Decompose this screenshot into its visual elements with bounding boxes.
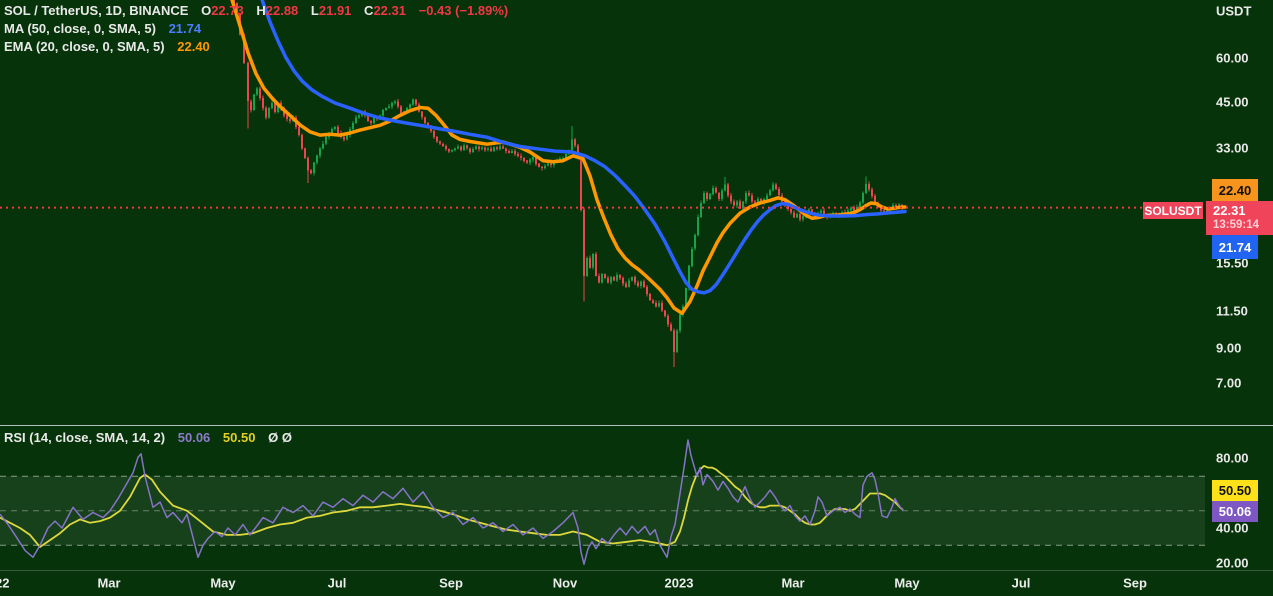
rsi-sma-value: 50.50 <box>222 430 256 445</box>
last-price-value: 22.31 <box>1213 203 1246 218</box>
price-tick-9.00: 9.00 <box>1216 340 1242 356</box>
price-tick-60.00: 60.00 <box>1216 50 1249 66</box>
rsi-legend-row[interactable]: RSI (14, close, SMA, 14, 2) 50.06 50.50 … <box>4 430 292 445</box>
rsi-sma-badge: 50.50 <box>1212 480 1258 501</box>
rsi-sma-line <box>0 465 904 548</box>
ohlc-open-label: O <box>201 3 212 18</box>
rsi-value: 50.06 <box>177 430 211 445</box>
ma-value: 21.74 <box>168 21 202 36</box>
ohlc-high-label: H <box>256 3 266 18</box>
ema-value: 22.40 <box>177 39 210 54</box>
time-axis[interactable]: 2022 Mar May Jul Sep Nov 2023 Mar May Jul Sep <box>0 570 1273 596</box>
price-tick-15.50: 15.50 <box>1216 255 1249 271</box>
ema-legend-row[interactable]: EMA (20, close, 0, SMA, 5) 22.40 <box>4 38 508 56</box>
symbol-price-label: SOLUSDT <box>1143 202 1203 219</box>
ema-label: EMA (20, close, 0, SMA, 5) <box>4 39 165 54</box>
ma-label: MA (50, close, 0, SMA, 5) <box>4 21 156 36</box>
rsi-extra-values: Ø Ø <box>268 430 292 445</box>
time-label-2022: 2022 <box>0 575 10 591</box>
time-label-Mar: Mar <box>97 575 121 591</box>
time-label-Nov: Nov <box>552 575 578 591</box>
price-tick-33.00: 33.00 <box>1216 140 1249 156</box>
price-tick-45.00: 45.00 <box>1216 94 1249 110</box>
candles-up <box>253 87 900 353</box>
time-label-Mar: Mar <box>781 575 805 591</box>
price-tick-USDT: USDT <box>1216 3 1252 19</box>
ohlc-low-value: 21.91 <box>318 3 352 18</box>
rsi-line <box>0 439 904 565</box>
ohlc-close-label: C <box>364 3 374 18</box>
price-tick-11.50: 11.50 <box>1216 303 1248 319</box>
time-label-Jul: Jul <box>327 575 347 591</box>
symbol-legend-row[interactable]: SOL / TetherUS, 1D, BINANCE O22.73 H22.8… <box>4 2 508 20</box>
time-label-May: May <box>894 575 920 591</box>
time-label-2023: 2023 <box>664 575 694 591</box>
rsi-badge: 50.06 <box>1212 501 1258 522</box>
ohlc-close-value: 22.31 <box>373 3 406 18</box>
ma50-line <box>260 0 907 295</box>
price-axis[interactable]: USDT 60.00 45.00 33.00 15.50 11.50 9.00 7.00 80.… <box>1205 0 1273 571</box>
time-label-Jul: Jul <box>1011 575 1031 591</box>
symbol-title: SOL / TetherUS, 1D, BINANCE <box>4 3 189 18</box>
main-legend: SOL / TetherUS, 1D, BINANCE O22.73 H22.8… <box>4 2 508 56</box>
change-value: −0.43 (−1.89%) <box>418 3 509 18</box>
rsi-label: RSI (14, close, SMA, 14, 2) <box>4 430 166 445</box>
ma-legend-row[interactable]: MA (50, close, 0, SMA, 5) 21.74 <box>4 20 508 38</box>
ohlc-high-value: 22.88 <box>265 3 299 18</box>
price-tick-80.00: 80.00 <box>1216 450 1249 466</box>
price-tick-40.00: 40.00 <box>1216 520 1249 536</box>
ohlc-open-value: 22.73 <box>211 3 244 18</box>
bar-countdown: 13:59:14 <box>1213 219 1260 231</box>
price-tick-7.00: 7.00 <box>1216 375 1242 391</box>
time-label-Sep: Sep <box>1123 575 1147 591</box>
time-label-Sep: Sep <box>439 575 463 591</box>
price-tick-20.00: 20.00 <box>1216 555 1249 571</box>
time-label-May: May <box>210 575 236 591</box>
ohlc-low-label: L <box>310 3 319 18</box>
ema-price-badge: 22.40 <box>1212 179 1258 201</box>
last-price-badge: 22.31 13:59:14 <box>1206 201 1273 235</box>
ma-price-badge: 21.74 <box>1212 235 1258 259</box>
